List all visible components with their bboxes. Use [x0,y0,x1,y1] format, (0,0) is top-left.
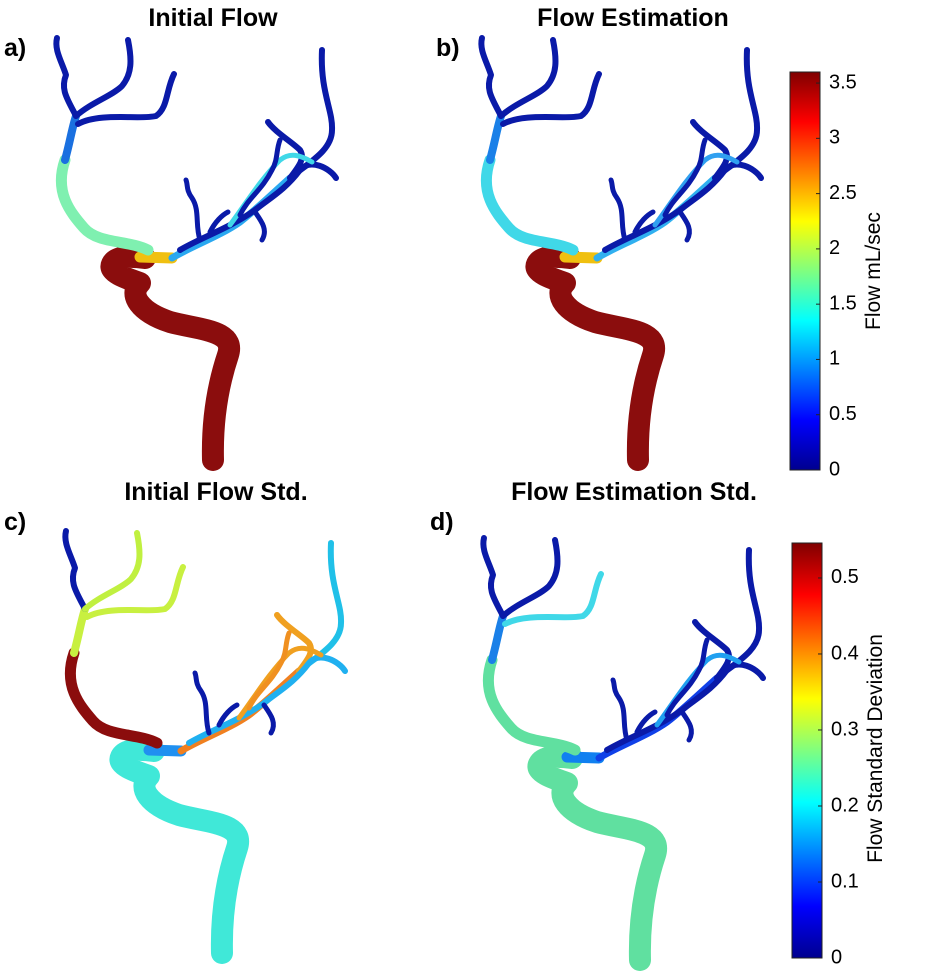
vessel [502,571,604,627]
colorbar-tick-label: 3 [829,127,840,149]
vessel [604,661,766,753]
vessel [109,738,249,964]
vessel [561,751,605,764]
colorbar [789,71,821,471]
vessel [143,744,187,757]
vessel [75,71,177,127]
vessel-renderings [53,35,766,971]
colorbar-tick-label: 1 [829,348,840,370]
colorbar-tick-label: 0.1 [831,870,859,892]
vessel [664,637,710,718]
colorbar-tick-label: 0 [831,946,842,968]
vessel [252,209,267,243]
panel-label: c) [4,508,26,536]
vessel [527,745,667,971]
vessel [82,530,143,612]
vessel [662,137,708,218]
vessel [679,709,694,743]
vessel [525,245,665,471]
vessel [486,112,505,164]
colorbar-tick-label: 0.5 [831,566,859,588]
vessel [261,702,276,736]
vessel [478,35,504,119]
vessel [274,612,314,674]
vessel [480,154,579,256]
vessel [608,177,628,243]
vessel [216,702,240,728]
vessel [55,154,154,256]
colorbar-tick-label: 0.4 [831,642,859,664]
panel-title: Flow Estimation Std. [511,478,757,506]
colorbar-tick-label: 0.5 [829,403,857,425]
vessel [482,654,581,756]
vessel [73,37,134,119]
vessel [70,605,89,657]
vessel [183,177,203,243]
colorbar-tick-label: 0.2 [831,794,859,816]
vessel [498,37,559,119]
colorbar-tick-label: 0 [829,458,840,480]
vessel [237,137,283,218]
vessel [632,209,656,235]
vessel [177,161,339,253]
vessel [84,564,186,620]
colorbar-tick-label: 2 [829,237,840,259]
vessel [192,670,212,736]
vessel [64,647,163,749]
vessel [100,245,240,471]
vessel [488,612,507,664]
colorbar-tick-label: 2.5 [829,182,857,204]
panel-label: d) [430,508,454,536]
panel-title: Flow Estimation [537,4,729,32]
vessel [559,251,603,264]
vessel [690,119,730,181]
vessel [480,535,506,619]
vessel [265,119,305,181]
vessel-tree [53,35,339,471]
vessel [61,112,80,164]
colorbar-label: Flow mL/sec [862,212,885,330]
colorbar-label: Flow Standard Deviation [864,634,887,863]
vessel-tree [480,535,766,971]
panel-title: Initial Flow [148,4,278,32]
vessel [677,209,692,243]
vessel [692,619,732,681]
panel-label: b) [436,34,460,62]
vessel [246,630,292,711]
vessel [53,35,79,119]
vessel [134,251,178,264]
vessel [634,709,658,735]
panel-title: Initial Flow Std. [124,478,307,506]
colorbar-tick-label: 1.5 [829,292,857,314]
colorbar-tick-label: 3.5 [829,71,857,93]
vessel [500,537,561,619]
vessel-tree [478,35,764,471]
vessel [186,654,348,746]
vessel [207,209,231,235]
panel-label: a) [4,34,26,62]
vessel [62,528,88,612]
colorbar-tick-label: 0.3 [831,718,859,740]
vessel [500,71,602,127]
vessel [610,677,630,743]
vessel [602,161,764,253]
vessel-tree [62,528,348,964]
colorbar [791,542,823,959]
